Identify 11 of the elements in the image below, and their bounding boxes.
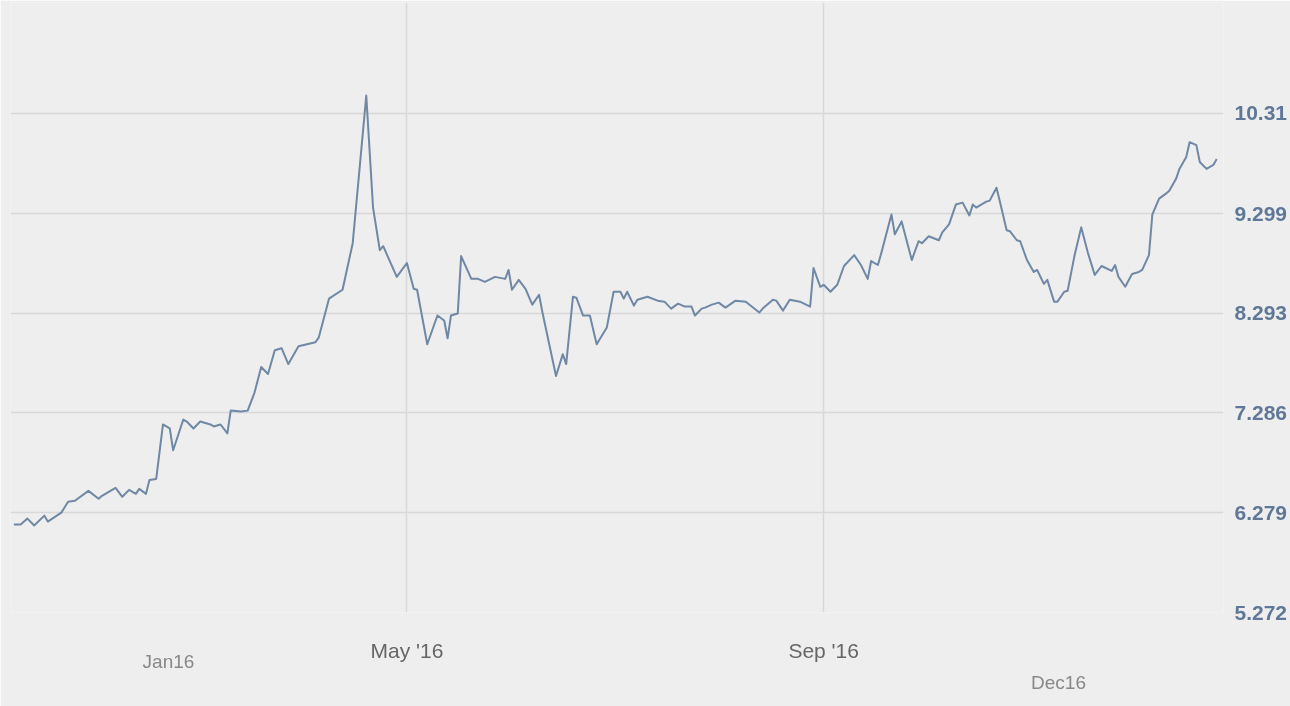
y-tick-label: 10.31 xyxy=(1234,101,1288,125)
y-tick-label: 5.272 xyxy=(1234,600,1288,624)
x-tick-label: Sep '16 xyxy=(788,638,859,662)
x-tick-label: May '16 xyxy=(370,638,444,662)
y-tick-label: 7.286 xyxy=(1234,401,1288,424)
y-tick-label: 8.293 xyxy=(1234,301,1288,325)
text: Dec16 xyxy=(1031,672,1086,693)
y-tick-label: 9.299 xyxy=(1234,201,1288,225)
text: Jan16 xyxy=(142,651,195,672)
y-tick-label: 6.279 xyxy=(1234,500,1288,524)
line-series xyxy=(12,94,1218,527)
